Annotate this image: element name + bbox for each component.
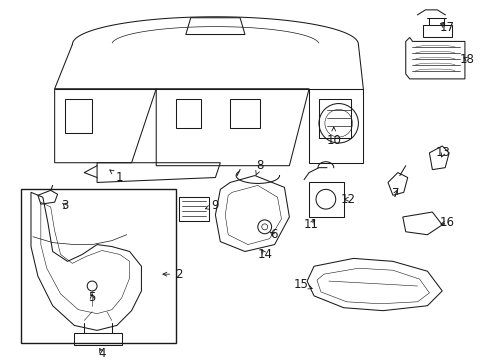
Text: 7: 7 (391, 187, 399, 200)
Text: 14: 14 (257, 248, 272, 261)
Text: 17: 17 (439, 21, 454, 34)
Text: 12: 12 (340, 193, 355, 206)
Text: 4: 4 (98, 347, 105, 360)
Text: 11: 11 (303, 219, 318, 231)
Text: 13: 13 (435, 147, 450, 159)
Text: 16: 16 (439, 216, 454, 229)
Text: 18: 18 (459, 53, 473, 66)
Text: 8: 8 (255, 159, 263, 175)
Text: 6: 6 (269, 228, 277, 241)
Text: 15: 15 (293, 278, 311, 291)
Text: 1: 1 (110, 170, 123, 184)
Text: 5: 5 (88, 291, 96, 304)
Text: 10: 10 (325, 127, 341, 147)
Text: 2: 2 (163, 268, 183, 281)
Text: 3: 3 (61, 199, 68, 212)
Text: 9: 9 (205, 199, 219, 212)
